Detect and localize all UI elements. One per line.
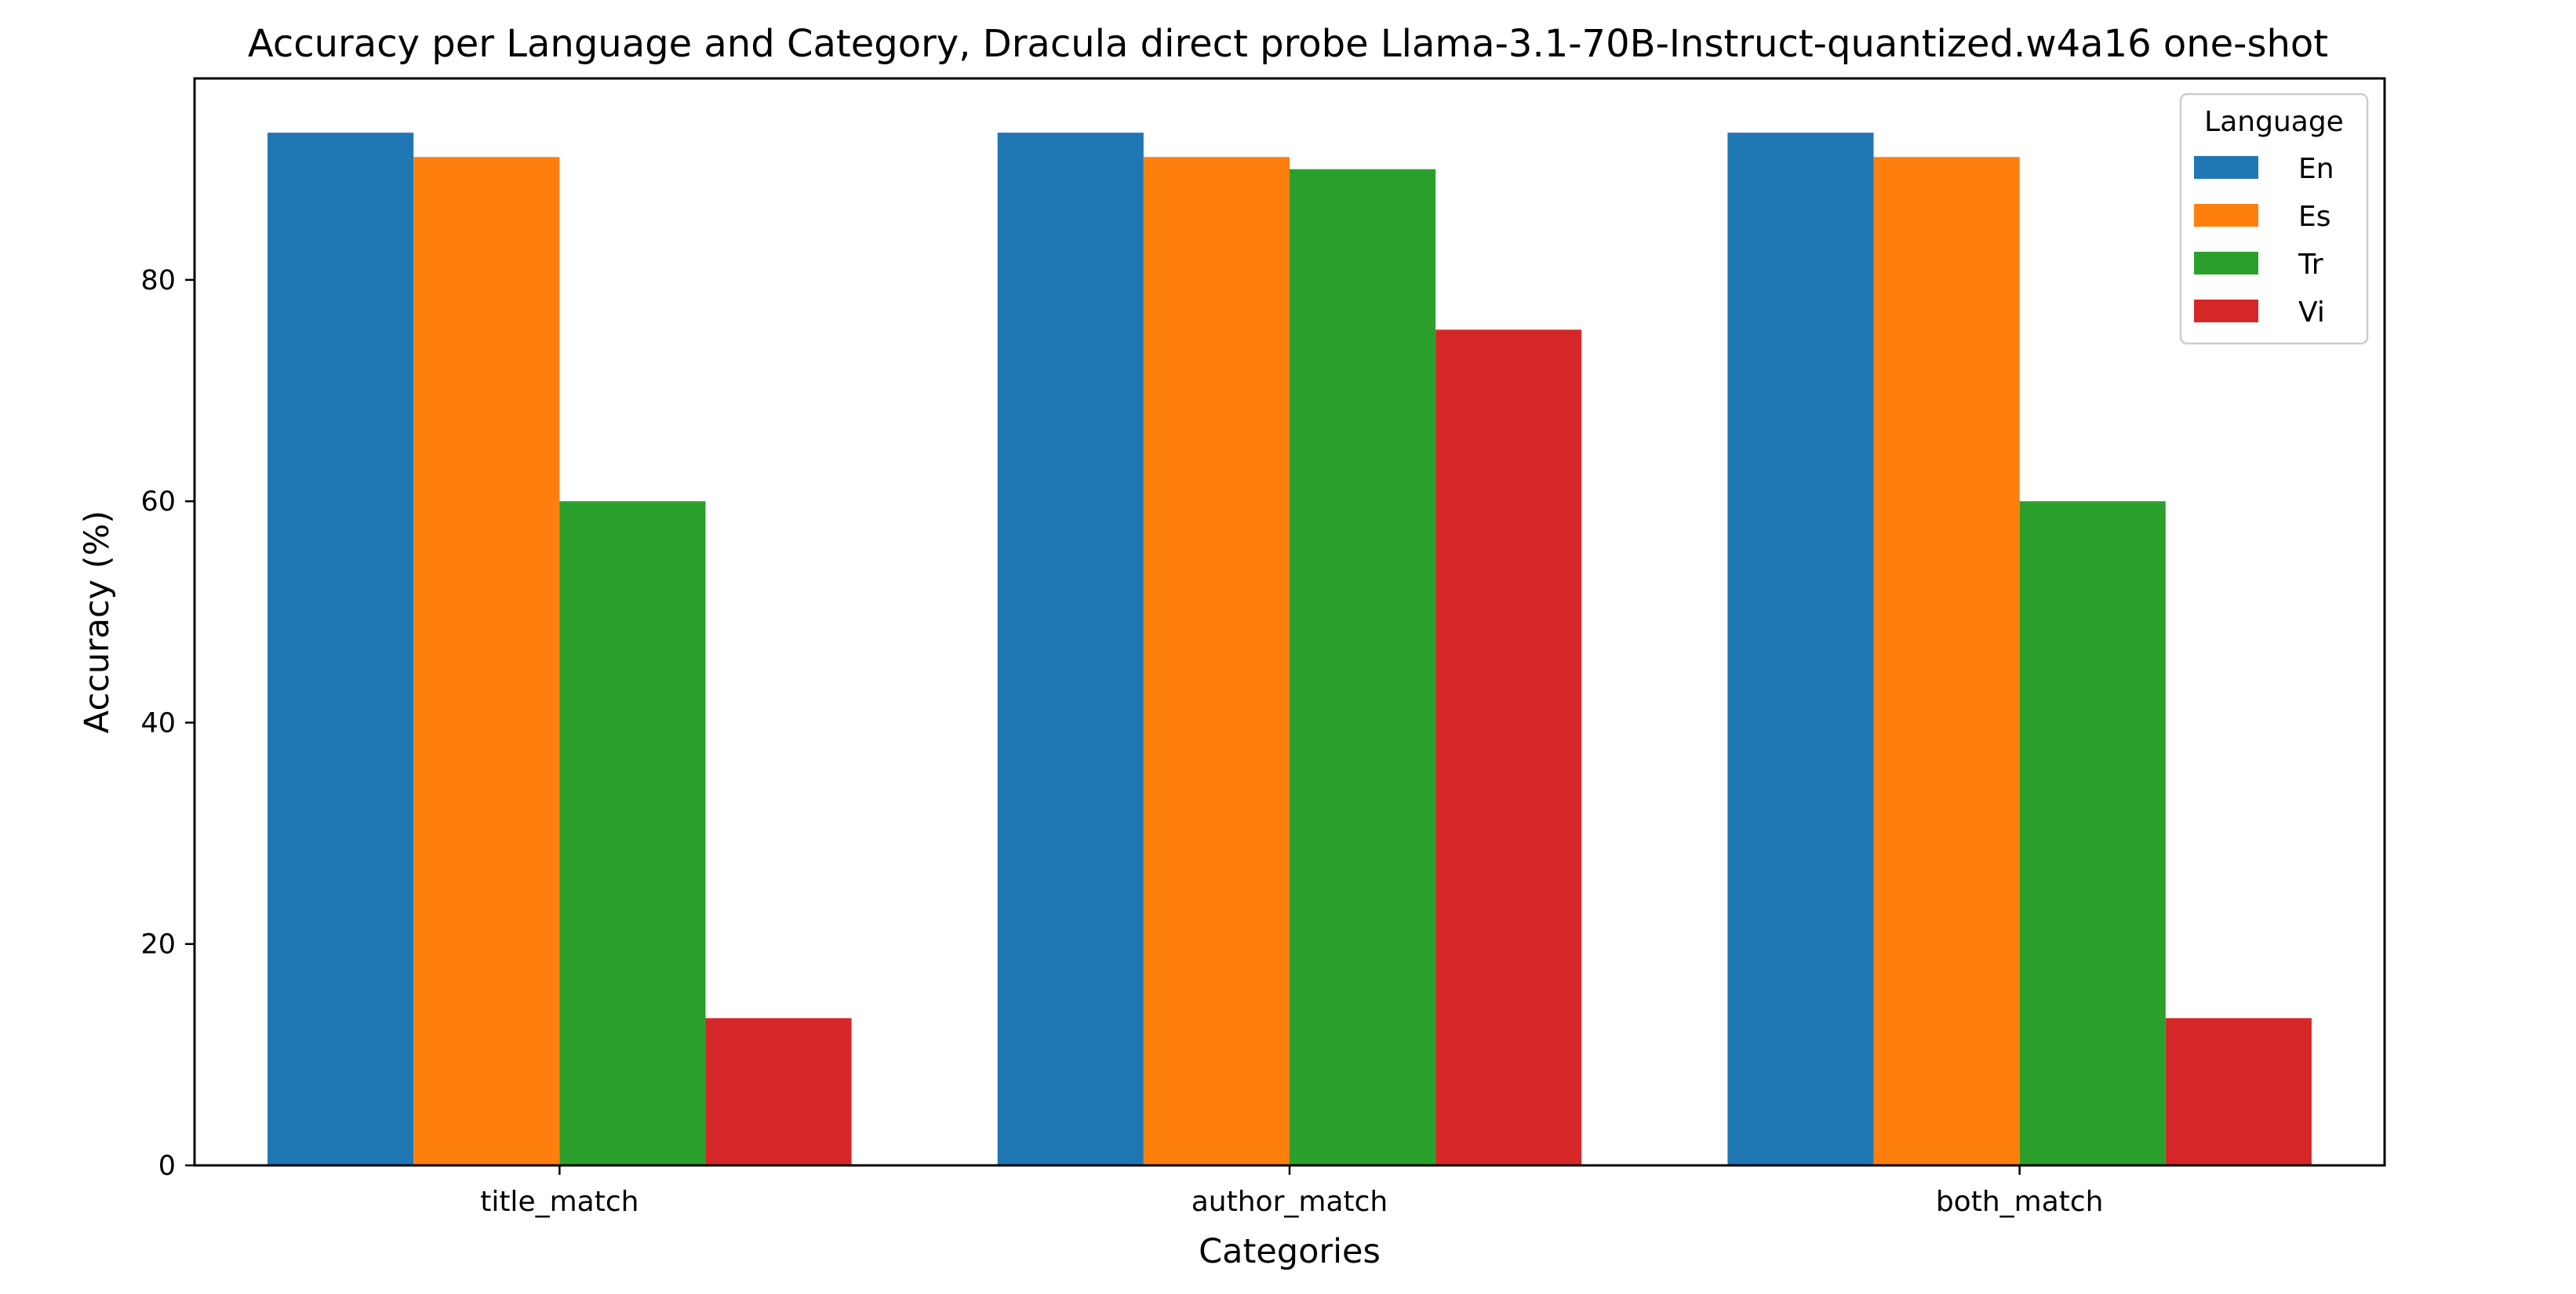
bar-en-both_match	[1727, 133, 1874, 1166]
bar-es-both_match	[1873, 157, 2020, 1166]
legend: Language En Es Tr Vi	[2179, 93, 2369, 345]
legend-label-en: En	[2298, 153, 2334, 185]
bars-layer	[267, 133, 2312, 1166]
legend-title: Language	[2204, 106, 2344, 138]
legend-swatch-es	[2194, 204, 2258, 227]
legend-label-vi: Vi	[2298, 296, 2325, 329]
y-tick-label: 60	[140, 486, 176, 518]
legend-swatch-vi	[2194, 300, 2258, 322]
x-axis: title_match author_match both_match	[480, 1165, 2104, 1218]
bar-es-author_match	[1143, 157, 1290, 1166]
bar-es-title_match	[413, 157, 560, 1166]
y-tick-label: 20	[140, 929, 176, 961]
legend-label-tr: Tr	[2298, 249, 2323, 281]
y-tick-label: 0	[158, 1150, 176, 1182]
y-tick-label: 80	[140, 265, 176, 296]
x-tick-label: title_match	[480, 1186, 639, 1218]
legend-swatch-tr	[2194, 252, 2258, 274]
y-tick-label: 40	[140, 707, 176, 739]
bar-tr-title_match	[559, 501, 706, 1165]
x-tick-label: author_match	[1192, 1186, 1388, 1218]
bar-vi-author_match	[1435, 329, 1582, 1165]
x-axis-label: Categories	[1199, 1232, 1381, 1271]
x-tick-label: both_match	[1936, 1186, 2104, 1218]
bar-en-author_match	[997, 133, 1144, 1166]
bar-tr-both_match	[2019, 501, 2166, 1165]
y-axis-label: Accuracy (%)	[78, 511, 117, 733]
bar-vi-both_match	[2165, 1018, 2312, 1165]
chart-title: Accuracy per Language and Category, Drac…	[248, 22, 2328, 66]
y-axis: 0 20 40 60 80	[140, 265, 195, 1182]
bar-vi-title_match	[705, 1018, 852, 1165]
legend-label-es: Es	[2298, 201, 2331, 233]
bar-tr-author_match	[1290, 169, 1436, 1165]
legend-swatch-en	[2194, 156, 2258, 179]
bar-en-title_match	[267, 133, 414, 1166]
